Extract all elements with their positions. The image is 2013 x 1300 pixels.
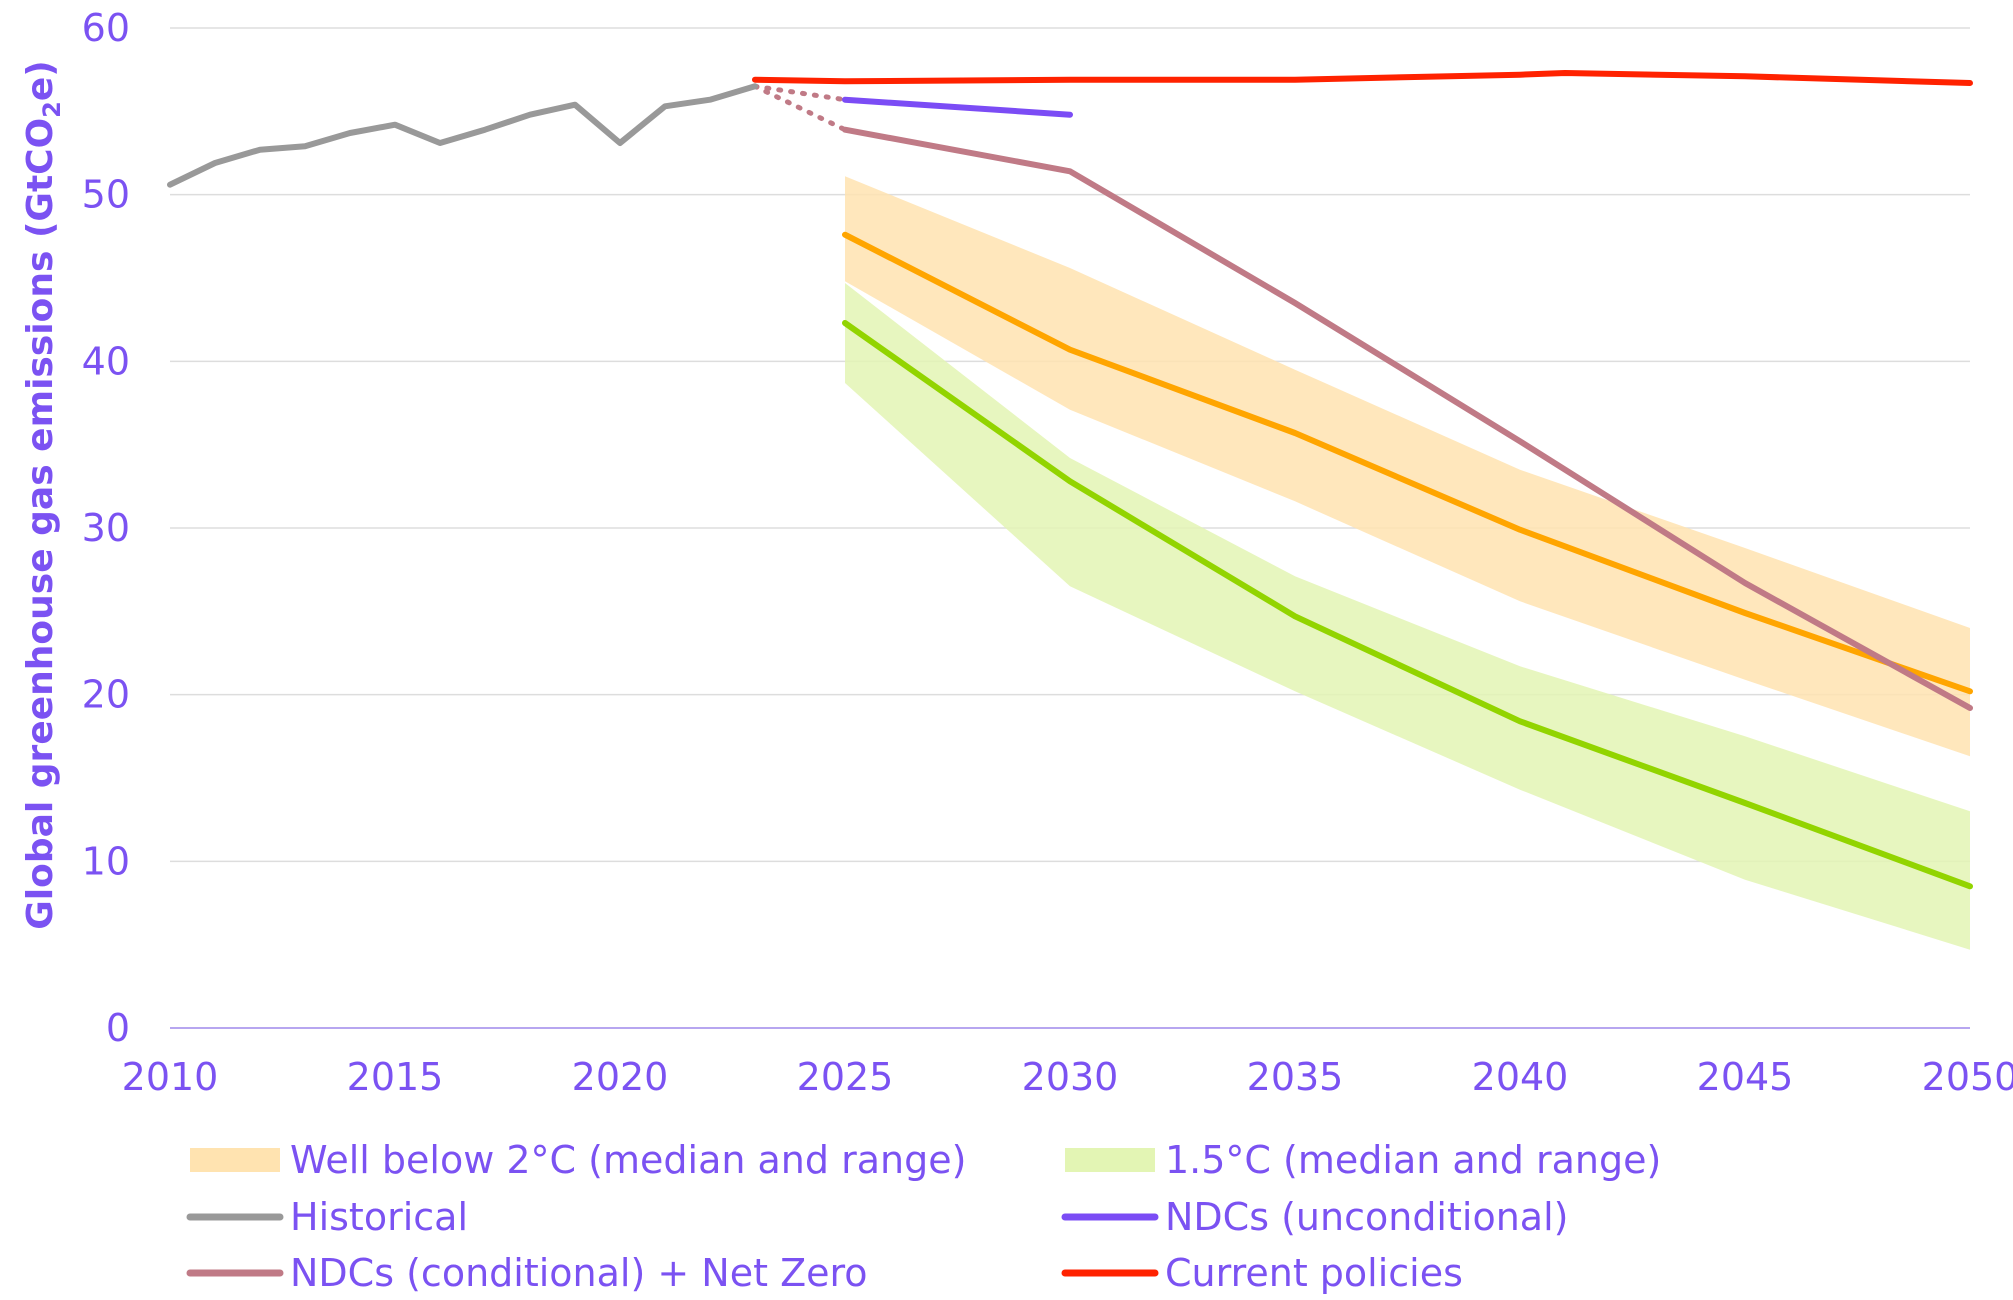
y-axis-label: Global greenhouse gas emissions (GtCO2e) [20, 60, 66, 930]
y-axis: 0 10 20 30 40 50 60 [82, 6, 130, 1050]
y-tick-label: 50 [82, 173, 130, 217]
series-line-ndcs-conditional-net-zero [842, 126, 1973, 711]
legend-label: Current policies [1165, 1251, 1463, 1295]
legend-label: Well below 2°C (median and range) [290, 1138, 966, 1182]
series-line-current-policies [752, 70, 1973, 86]
x-tick-label: 2015 [347, 1055, 444, 1099]
band-median-1-5-c-median-and-range [842, 320, 1973, 890]
connector-ndcs-conditional-net-zero [752, 83, 848, 133]
series-line-historical [167, 83, 758, 188]
x-tick-label: 2040 [1472, 1055, 1569, 1099]
y-tick-label: 40 [82, 339, 130, 383]
x-tick-label: 2010 [122, 1055, 219, 1099]
legend-swatch-well-below-2-c-median-and-range [190, 1148, 280, 1172]
y-tick-label: 0 [106, 1006, 130, 1050]
legend-label: NDCs (conditional) + Net Zero [290, 1251, 868, 1295]
legend: Well below 2°C (median and range) 1.5°C (… [186, 1138, 1661, 1295]
y-tick-label: 20 [82, 673, 130, 717]
band-range-well-below-2-c-median-and-range [845, 176, 1970, 757]
y-tick-label: 10 [82, 839, 130, 883]
connector-ndcs-unconditional [752, 83, 848, 103]
x-tick-label: 2035 [1247, 1055, 1344, 1099]
x-tick-label: 2030 [1022, 1055, 1119, 1099]
x-tick-label: 2025 [797, 1055, 894, 1099]
series-lines [167, 70, 1973, 890]
x-tick-label: 2020 [572, 1055, 669, 1099]
x-tick-label: 2045 [1697, 1055, 1794, 1099]
x-tick-label: 2050 [1922, 1055, 2013, 1099]
x-axis: 2010 2015 2020 2025 2030 2035 2040 2045 2050 [122, 1027, 2013, 1099]
legend-label: 1.5°C (median and range) [1165, 1138, 1661, 1182]
legend-swatch-1-5-c-median-and-range [1065, 1148, 1155, 1172]
legend-label: Historical [290, 1195, 468, 1239]
y-tick-label: 30 [82, 506, 130, 550]
y-tick-label: 60 [82, 6, 130, 50]
scenario-bands [845, 176, 1970, 950]
band-median-well-below-2-c-median-and-range [842, 231, 1973, 695]
series-line-ndcs-unconditional [842, 96, 1073, 118]
legend-label: NDCs (unconditional) [1165, 1195, 1568, 1239]
